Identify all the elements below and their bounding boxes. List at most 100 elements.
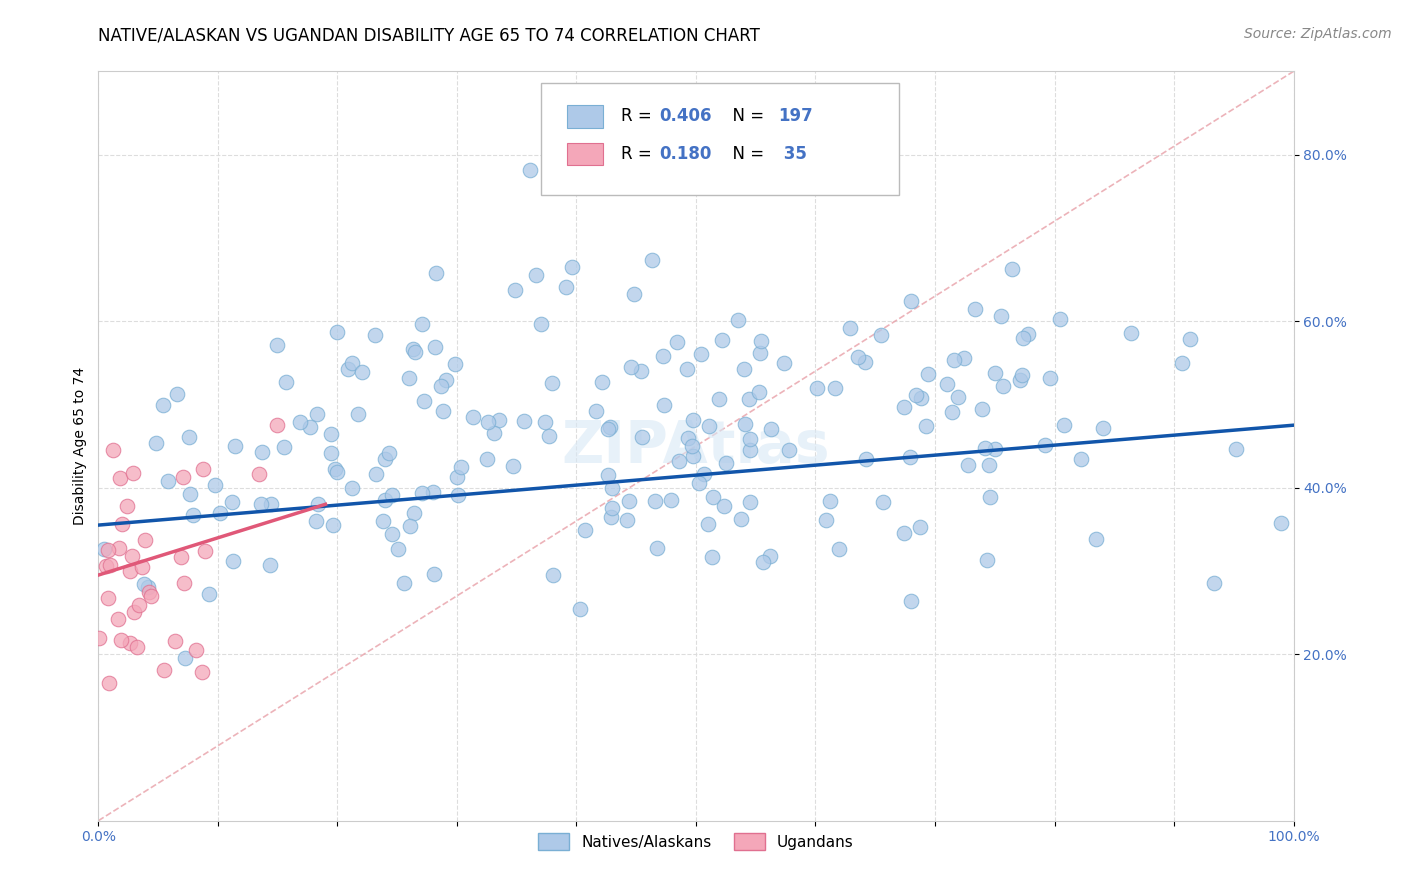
Point: [364, 467, 387, 482]
Point: [599, 420, 621, 434]
Point: [298, 420, 321, 434]
Point: [450, 460, 472, 475]
Point: [600, 481, 623, 495]
Point: [340, 356, 363, 370]
Point: [208, 506, 231, 520]
Point: [447, 488, 470, 502]
Point: [374, 452, 396, 467]
Point: [734, 417, 756, 432]
Point: [623, 286, 645, 301]
Point: [138, 585, 160, 599]
Point: [352, 365, 374, 379]
Point: [173, 576, 195, 591]
Point: [136, 580, 159, 594]
Point: [131, 560, 153, 574]
Point: [561, 260, 583, 275]
Point: [224, 439, 246, 453]
Point: [266, 337, 288, 351]
Point: [828, 542, 851, 557]
Point: [404, 345, 426, 359]
Text: R =: R =: [620, 107, 657, 125]
Point: [177, 430, 200, 444]
Point: [166, 387, 188, 401]
Point: [598, 422, 620, 436]
Point: [748, 346, 770, 360]
Point: [537, 429, 560, 443]
Point: [711, 333, 734, 347]
Point: [165, 634, 187, 648]
Point: [681, 439, 703, 453]
Point: [758, 549, 780, 563]
Point: [740, 432, 762, 446]
Point: [727, 312, 749, 326]
Point: [659, 493, 682, 508]
Point: [676, 431, 699, 445]
Point: [1091, 420, 1114, 434]
Point: [398, 371, 420, 385]
Point: [641, 253, 664, 268]
Point: [98, 676, 121, 690]
Point: [1204, 576, 1226, 591]
Point: [738, 442, 761, 457]
Point: [600, 501, 623, 516]
Point: [326, 465, 349, 479]
Text: 0.406: 0.406: [659, 107, 711, 125]
Point: [596, 468, 619, 483]
Point: [1225, 442, 1247, 456]
Point: [749, 334, 772, 348]
Point: [1011, 331, 1033, 345]
Point: [193, 461, 215, 475]
Point: [979, 490, 1001, 504]
Point: [93, 542, 115, 557]
Point: [503, 283, 526, 297]
Point: [120, 564, 142, 578]
Point: [413, 393, 436, 408]
Point: [970, 401, 993, 416]
Point: [181, 508, 204, 522]
Point: [134, 533, 156, 548]
Text: 0.180: 0.180: [659, 145, 711, 162]
Point: [665, 335, 688, 350]
Point: [965, 301, 987, 316]
Point: [422, 485, 444, 500]
Point: [222, 554, 245, 568]
Point: [534, 415, 557, 429]
Point: [432, 404, 454, 418]
Point: [260, 497, 283, 511]
Point: [111, 517, 134, 532]
Point: [249, 467, 271, 481]
Point: [443, 357, 465, 371]
Point: [914, 418, 936, 433]
Point: [900, 294, 922, 309]
Point: [249, 497, 271, 511]
Point: [94, 559, 117, 574]
Point: [675, 362, 697, 376]
Point: [1017, 327, 1039, 342]
Point: [108, 471, 131, 485]
Point: [319, 446, 342, 460]
Point: [513, 414, 536, 428]
Point: [773, 356, 796, 370]
Point: [702, 490, 724, 504]
Point: [274, 375, 297, 389]
Point: [1039, 371, 1062, 385]
Point: [463, 410, 485, 425]
Point: [818, 494, 841, 508]
Point: [748, 385, 770, 400]
Point: [425, 340, 447, 354]
Point: [392, 575, 415, 590]
Point: [434, 373, 457, 387]
Point: [737, 392, 759, 407]
Point: [411, 317, 433, 331]
Point: [616, 513, 638, 527]
Point: [631, 430, 654, 444]
Point: [910, 392, 932, 406]
Point: [730, 511, 752, 525]
Point: [1008, 373, 1031, 387]
Point: [574, 523, 596, 537]
Text: 35: 35: [779, 145, 807, 162]
Point: [107, 612, 129, 626]
Point: [125, 640, 148, 654]
Point: [644, 493, 666, 508]
Point: [977, 458, 1000, 472]
